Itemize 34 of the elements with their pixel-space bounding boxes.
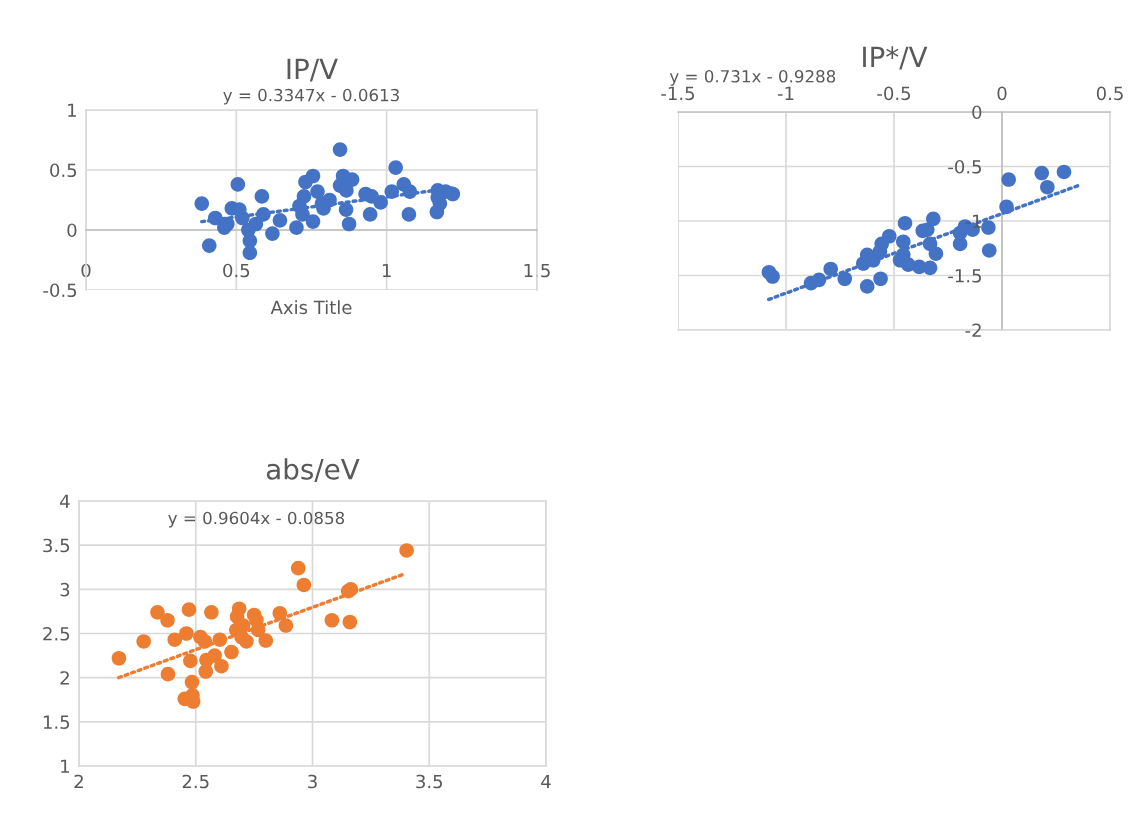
text: y = 0.3347x - 0.0613	[223, 88, 399, 105]
x-tick-label: 1	[382, 263, 391, 278]
chart-title: abs/eV	[266, 458, 360, 482]
chart-title: IP/V	[287, 58, 338, 82]
y-tick-label: 1	[68, 103, 76, 117]
y-tick-label: -2	[965, 323, 981, 337]
y-tick-label: 0	[972, 105, 982, 120]
x-tick-label: -1	[777, 86, 794, 100]
y-tick-label: 1.5	[43, 715, 70, 729]
chart-title: IP*/V	[863, 46, 928, 70]
x-tick-label: 3.5	[416, 774, 443, 789]
x-tick-label: -0.5	[877, 86, 911, 101]
x-tick-label: 0	[81, 263, 91, 278]
y-tick-label: -0.5	[948, 159, 981, 174]
y-tick-label: 0	[67, 223, 77, 238]
text: y = 0.731x - 0.9288	[669, 70, 836, 86]
y-tick-label: -0.5	[43, 283, 77, 298]
y-tick-label: 4	[60, 494, 70, 508]
annotation: y = 0.9604x - 0.0858	[168, 511, 345, 528]
y-tick-label: 3	[60, 582, 70, 597]
y-tick-label: 2	[60, 671, 69, 685]
x-axis-title: Axis Title	[270, 300, 352, 315]
x-tick-label: 1.5	[524, 263, 550, 278]
y-tick-label: 2.5	[43, 626, 70, 641]
x-tick-label: -1.5	[661, 86, 695, 101]
x-tick-label: 3	[308, 774, 317, 789]
x-tick-label: 0.5	[1096, 86, 1123, 101]
x-tick-label: 0	[997, 86, 1007, 101]
x-tick-label: 2.5	[182, 774, 209, 789]
x-tick-label: 0.5	[223, 263, 250, 278]
y-tick-label: 0.5	[50, 163, 77, 178]
y-tick-label: 3.5	[43, 538, 70, 553]
y-tick-label: 1	[61, 759, 69, 773]
x-tick-label: 4	[541, 774, 551, 789]
